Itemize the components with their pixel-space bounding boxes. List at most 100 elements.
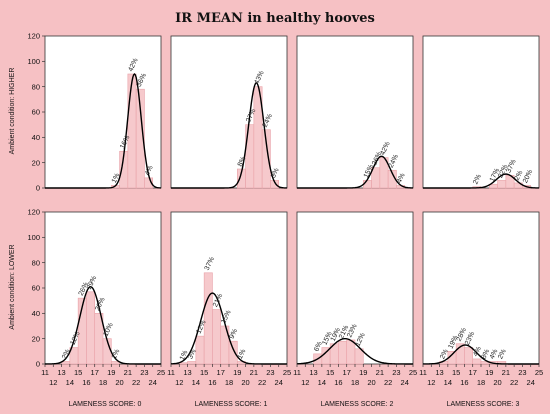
data-label: 1% — [179, 349, 190, 361]
y-tick-label: 60 — [32, 284, 40, 293]
x-tick-label: 12 — [175, 378, 183, 387]
x-tick-label: 20 — [241, 378, 249, 387]
x-tick-label: 17 — [217, 368, 225, 377]
panel-1-3: 2%19%28%23%4%8%4%2%111213141516171819202… — [419, 211, 543, 387]
x-tick-label: 19 — [359, 368, 367, 377]
data-label: 4% — [144, 165, 155, 177]
normal-curve — [171, 81, 288, 189]
x-tick-label: 25 — [157, 368, 165, 377]
y-tick-label: 0 — [36, 360, 40, 369]
bar — [195, 335, 205, 365]
x-tick-label: 21 — [124, 368, 132, 377]
data-label: 4% — [396, 172, 407, 184]
data-label: 1% — [111, 172, 122, 184]
chart-title: IR MEAN in healthy hooves — [175, 11, 375, 26]
data-label: 3% — [270, 167, 281, 179]
plot-area — [422, 211, 540, 365]
y-tick-label: 100 — [27, 233, 40, 242]
normal-curve — [297, 155, 414, 189]
y-tick-label: 100 — [27, 57, 40, 66]
data-label: 2% — [472, 173, 483, 185]
x-tick-label: 13 — [435, 368, 443, 377]
panel-0-2: 15%26%42%24%4% — [296, 35, 414, 189]
x-tick-label: 11 — [167, 368, 175, 377]
x-tick-label: 24 — [401, 378, 409, 387]
x-tick-label: 18 — [477, 378, 485, 387]
x-tick-label: 12 — [427, 378, 435, 387]
y-tick-label: 0 — [36, 184, 40, 193]
normal-curve — [170, 292, 287, 365]
x-tick-label: 24 — [149, 378, 157, 387]
y-tick-label: 120 — [27, 208, 40, 217]
panel-1-2: 6%15%19%21%23%12%11121314151617181920212… — [293, 211, 417, 387]
x-tick-label: 17 — [469, 368, 477, 377]
x-tick-label: 22 — [384, 378, 392, 387]
data-label: 2% — [514, 170, 525, 182]
y-tick-label: 20 — [32, 334, 40, 343]
x-tick-label: 14 — [318, 378, 326, 387]
x-tick-label: 20 — [493, 378, 501, 387]
col-label-2: LAMENESS SCORE: 2 — [321, 401, 394, 408]
x-tick-label: 22 — [132, 378, 140, 387]
y-tick-label: 40 — [32, 309, 40, 318]
x-tick-label: 19 — [485, 368, 493, 377]
panel-0-3: 2% 17%22%37%2%20% — [422, 35, 540, 189]
x-tick-label: 18 — [225, 378, 233, 387]
bar — [228, 340, 238, 365]
bar — [135, 88, 145, 189]
y-tick-label: 80 — [32, 82, 40, 91]
row-label-lower: Ambient condition: LOWER — [9, 244, 16, 329]
x-tick-label: 16 — [208, 378, 216, 387]
x-tick-label: 22 — [510, 378, 518, 387]
x-tick-label: 16 — [82, 378, 90, 387]
bar — [464, 347, 474, 365]
plot-area — [422, 35, 540, 189]
data-label: 1% — [237, 348, 248, 360]
data-label: 2% — [439, 348, 450, 360]
panel-0-1: 8%27%43%24%3% — [170, 35, 288, 189]
panel-1-0: 2%12%26%29%20%10%1%020406080100120111213… — [27, 208, 165, 387]
x-tick-label: 11 — [419, 368, 427, 377]
normal-curve — [296, 337, 413, 365]
normal-curve — [423, 173, 540, 189]
x-tick-label: 13 — [309, 368, 317, 377]
normal-curve — [45, 73, 162, 189]
x-tick-label: 23 — [140, 368, 148, 377]
bar — [472, 358, 482, 365]
col-label-1: LAMENESS SCORE: 1 — [195, 401, 268, 408]
bar — [497, 180, 507, 189]
data-label: 2% — [61, 348, 72, 360]
x-tick-label: 15 — [452, 368, 460, 377]
data-label: 8% — [237, 156, 248, 168]
data-label: 6% — [313, 341, 324, 353]
data-label: 8% — [481, 348, 492, 360]
x-tick-label: 17 — [91, 368, 99, 377]
bar — [86, 291, 96, 365]
x-tick-label: 24 — [527, 378, 535, 387]
x-tick-label: 14 — [444, 378, 452, 387]
normal-curve — [45, 286, 161, 365]
x-tick-label: 25 — [283, 368, 291, 377]
col-label-0: LAMENESS SCORE: 0 — [69, 401, 142, 408]
bar — [354, 348, 364, 365]
x-tick-label: 12 — [301, 378, 309, 387]
x-tick-label: 15 — [326, 368, 334, 377]
x-tick-label: 16 — [460, 378, 468, 387]
y-tick-label: 60 — [32, 108, 40, 117]
x-tick-label: 23 — [518, 368, 526, 377]
x-tick-label: 12 — [49, 378, 57, 387]
bar — [203, 272, 213, 365]
bar — [338, 340, 348, 365]
bar — [127, 73, 137, 189]
x-tick-label: 13 — [183, 368, 191, 377]
x-tick-label: 20 — [367, 378, 375, 387]
bar — [261, 129, 271, 189]
row-label-higher: Ambient condition: HIGHER — [9, 68, 16, 155]
bar — [245, 124, 255, 189]
y-tick-label: 80 — [32, 258, 40, 267]
x-tick-label: 25 — [535, 368, 543, 377]
data-label: 1% — [111, 348, 122, 360]
y-tick-label: 120 — [27, 32, 40, 41]
